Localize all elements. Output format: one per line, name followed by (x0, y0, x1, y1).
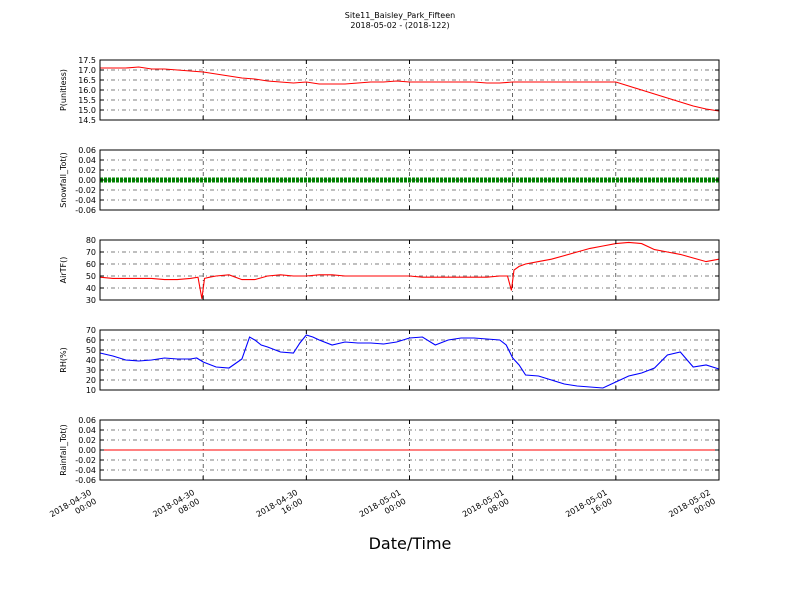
y-axis-label: RH(%) (59, 347, 68, 372)
series-line (100, 66, 720, 112)
y-tick-label: 16.5 (78, 76, 96, 85)
y-tick-label: 0.00 (78, 446, 96, 455)
y-tick-label: 0.04 (78, 156, 96, 165)
y-tick-label: 70 (86, 326, 96, 335)
y-tick-label: 15.0 (78, 106, 96, 115)
y-axis-label: P(unitless) (59, 69, 68, 111)
y-tick-label: -0.06 (75, 476, 96, 485)
chart-title: Site11_Baisley_Park_Fifteen (344, 11, 456, 20)
series-line (99, 241, 720, 299)
y-axis-label: Snowfall_Tot() (59, 152, 68, 208)
x-tick-label: 2018-04-3008:00 (151, 488, 201, 528)
panel-3: 80 70 60 50 40 30 AirTF() (59, 236, 720, 305)
x-tick-label: 2018-05-0116:00 (564, 488, 614, 528)
y-tick-label: -0.04 (75, 196, 96, 205)
y-tick-label: -0.06 (75, 206, 96, 215)
y-tick-label: -0.02 (75, 456, 96, 465)
y-tick-label: 17.0 (78, 66, 96, 75)
y-tick-label: 0.06 (78, 416, 96, 425)
y-tick-label: 80 (86, 236, 96, 245)
y-tick-label: 40 (86, 356, 96, 365)
panel-5: 0.060.040.020.00-0.02-0.04-0.06 Rainfall_… (59, 416, 720, 485)
y-tick-label: 10 (86, 386, 96, 395)
panel-1: 17.517.016.516.015.515.014.5 P(unitless) (59, 56, 720, 125)
y-tick-label: 70 (86, 248, 96, 257)
y-tick-label: 0.06 (78, 146, 96, 155)
x-tick-label: 2018-05-0108:00 (461, 488, 511, 528)
y-tick-label: 60 (86, 336, 96, 345)
y-tick-label: 50 (86, 272, 96, 281)
y-tick-label: 40 (86, 284, 96, 293)
y-tick-label: 60 (86, 260, 96, 269)
y-tick-label: 16.0 (78, 86, 96, 95)
y-tick-label: 0.02 (78, 166, 96, 175)
y-tick-label: 30 (86, 296, 96, 305)
y-tick-label: 0.02 (78, 436, 96, 445)
panel-2: 0.060.040.020.00-0.02-0.04-0.06 Snowfall_… (59, 146, 720, 215)
y-tick-label: -0.04 (75, 466, 96, 475)
x-tick-label: 2018-04-3016:00 (255, 488, 305, 528)
y-tick-label: 30 (86, 366, 96, 375)
series-line (99, 334, 720, 389)
y-tick-label: 15.5 (78, 96, 96, 105)
x-axis-label: Date/Time (368, 534, 452, 553)
y-tick-label: 50 (86, 346, 96, 355)
y-tick-label: 0.00 (78, 176, 96, 185)
x-tick-label: 2018-04-3000:00 (48, 488, 98, 528)
y-tick-label: -0.02 (75, 186, 96, 195)
x-tick-label: 2018-05-0200:00 (667, 488, 717, 528)
x-tick-label: 2018-05-0100:00 (358, 488, 408, 528)
chart-subtitle: 2018-05-02 - (2018-122) (350, 21, 450, 30)
y-tick-label: 20 (86, 376, 96, 385)
y-axis-label: AirTF() (59, 257, 68, 284)
y-tick-label: 14.5 (78, 116, 96, 125)
y-tick-label: 0.04 (78, 426, 96, 435)
y-axis-label: Rainfall_Tot() (59, 424, 68, 476)
y-tick-label: 17.5 (78, 56, 96, 65)
